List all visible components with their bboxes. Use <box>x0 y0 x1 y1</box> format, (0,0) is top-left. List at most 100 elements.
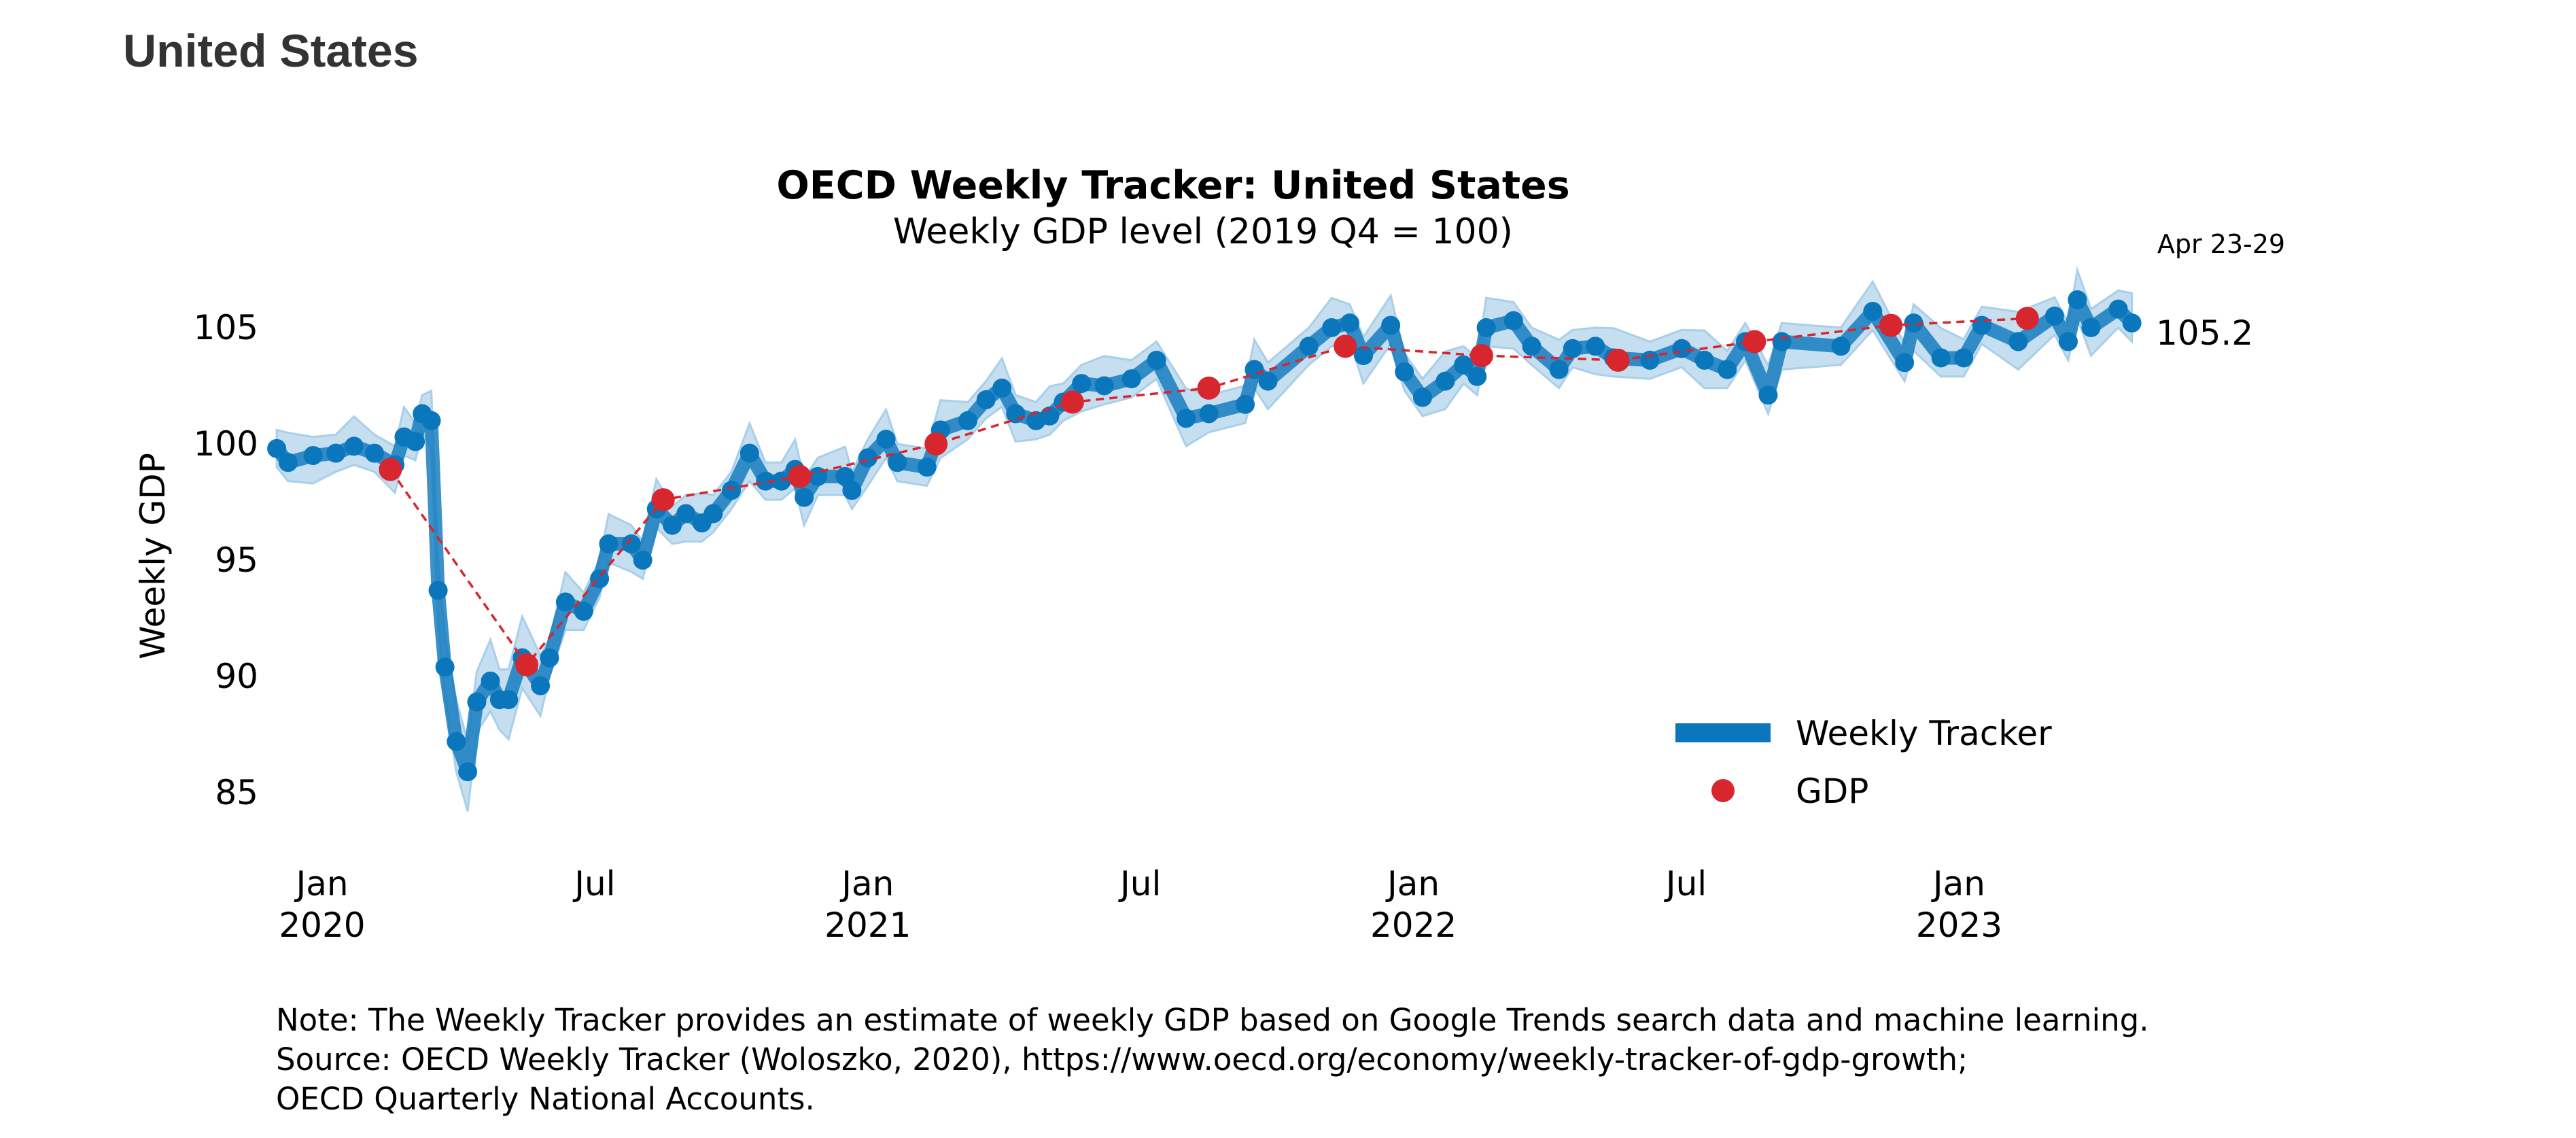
chart-title: OECD Weekly Tracker: United States <box>776 163 1569 208</box>
x-tick-label: Jan <box>1931 864 1985 903</box>
weekly-tracker-point <box>1121 369 1141 389</box>
y-tick-label: 85 <box>215 773 258 812</box>
chart-subtitle: Weekly GDP level (2019 Q4 = 100) <box>893 211 1513 252</box>
legend: Weekly Tracker GDP <box>1675 714 2052 811</box>
weekly-tracker-point <box>344 436 364 456</box>
gdp-point <box>651 488 675 512</box>
weekly-tracker-point <box>876 430 896 449</box>
latest-value-label: 105.2 <box>2156 313 2253 353</box>
x-tick-year-label: 2022 <box>1370 906 1457 945</box>
weekly-tracker-point <box>531 676 551 695</box>
gdp-point <box>1197 376 1221 400</box>
weekly-tracker-point <box>599 534 619 554</box>
weekly-tracker-point <box>326 443 346 463</box>
weekly-tracker-point <box>267 438 287 458</box>
gdp-point <box>1743 330 1766 354</box>
weekly-tracker-point <box>621 534 641 554</box>
weekly-tracker-point <box>2044 306 2064 326</box>
x-tick-label: Jan <box>1385 864 1440 903</box>
x-tick-label: Jul <box>572 864 615 903</box>
weekly-tracker-point <box>2081 318 2101 337</box>
weekly-tracker-point <box>888 453 907 472</box>
legend-gdp-label: GDP <box>1796 772 1868 811</box>
weekly-tracker-point <box>540 648 559 668</box>
x-tick-year-label: 2023 <box>1916 906 2002 945</box>
weekly-tracker-point <box>481 671 500 691</box>
note-line-3: OECD Quarterly National Accounts. <box>276 1081 815 1117</box>
weekly-tracker-point <box>499 690 519 710</box>
weekly-tracker-point <box>2058 332 2078 351</box>
country-title: United States <box>123 25 419 77</box>
weekly-tracker-line <box>270 292 2139 779</box>
weekly-tracker-point <box>703 504 723 523</box>
weekly-tracker-point <box>1476 318 1496 337</box>
note-line-1: Note: The Weekly Tracker provides an est… <box>276 1002 2149 1038</box>
weekly-tracker-point <box>1340 313 1359 333</box>
weekly-tracker-point <box>756 471 776 491</box>
weekly-tracker-point <box>1972 315 1991 335</box>
weekly-tracker-point <box>1694 350 1714 370</box>
weekly-tracker-point <box>1258 371 1278 391</box>
x-tick-label: Jan <box>294 864 348 903</box>
weekly-tracker-point <box>574 602 593 621</box>
weekly-tracker-point <box>2068 290 2087 309</box>
weekly-tracker-point <box>364 443 384 463</box>
y-tick-labels: 85 90 95 100 105 <box>194 308 258 812</box>
legend-tracker-swatch <box>1675 723 1771 742</box>
weekly-tracker-point <box>1863 302 1883 322</box>
weekly-tracker-point <box>447 731 466 751</box>
weekly-tracker-point <box>421 411 441 430</box>
weekly-tracker-point <box>771 471 791 491</box>
weekly-tracker-point <box>1549 360 1569 379</box>
weekly-tracker-point <box>1199 404 1219 424</box>
weekly-tracker-point <box>858 448 877 468</box>
weekly-tracker-point <box>676 504 696 523</box>
weekly-tracker-point <box>795 487 814 507</box>
gdp-point <box>1060 390 1084 414</box>
weekly-tracker-point <box>1895 353 1915 373</box>
weekly-tracker-point <box>1831 337 1851 356</box>
legend-gdp-marker <box>1711 779 1735 802</box>
weekly-tracker-point <box>2008 332 2028 351</box>
x-tick-label: Jul <box>1664 864 1707 903</box>
weekly-tracker-point <box>1147 350 1166 370</box>
weekly-tracker-point <box>1563 339 1582 358</box>
weekly-tracker-point <box>739 443 759 463</box>
y-tick-label: 100 <box>194 424 258 464</box>
weekly-tracker-point <box>2108 299 2128 319</box>
weekly-tracker-point <box>406 432 425 451</box>
weekly-tracker-point <box>1454 355 1474 375</box>
weekly-tracker-point <box>842 481 862 500</box>
gdp-point <box>1879 313 1903 337</box>
weekly-tracker-point <box>976 390 996 410</box>
weekly-tracker-point <box>1522 337 1542 356</box>
weekly-tracker-point <box>958 411 977 430</box>
weekly-tracker-point <box>1904 313 1924 333</box>
weekly-tracker-point <box>1772 332 1792 351</box>
weekly-tracker-point <box>722 481 742 500</box>
gdp-point <box>788 464 812 488</box>
gdp-point <box>1469 344 1493 368</box>
weekly-tracker-point <box>1640 350 1660 370</box>
weekly-tracker-point <box>2122 313 2142 333</box>
gdp-point <box>1606 348 1630 372</box>
y-tick-label: 95 <box>215 540 258 580</box>
weekly-tracker-point <box>917 458 937 477</box>
y-tick-label: 105 <box>194 308 258 347</box>
weekly-tracker-point <box>435 657 455 677</box>
weekly-tracker-point <box>1503 311 1523 330</box>
weekly-tracker-point <box>1412 387 1432 407</box>
weekly-tracker-point <box>1072 374 1092 394</box>
weekly-tracker-point <box>1322 318 1342 337</box>
x-tick-label: Jul <box>1118 864 1161 903</box>
weekly-tracker-point <box>1718 360 1737 379</box>
weekly-tracker-point <box>663 515 682 535</box>
weekly-tracker-point <box>467 692 487 712</box>
weekly-tracker-point <box>1381 315 1401 335</box>
weekly-tracker-point <box>1395 362 1414 381</box>
weekly-tracker-point <box>428 581 448 600</box>
plot-area <box>267 266 2142 812</box>
weekly-tracker-point <box>1245 360 1264 379</box>
